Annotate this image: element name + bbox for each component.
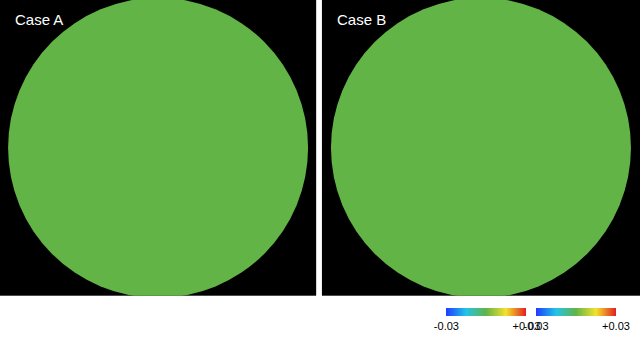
svg-text:+0.03: +0.03 [602, 320, 630, 332]
svg-text:Case A: Case A [15, 11, 63, 28]
svg-text:Case B: Case B [337, 11, 386, 28]
svg-text:-0.03: -0.03 [523, 320, 548, 332]
svg-text:+0.03: +0.03 [512, 320, 540, 332]
svg-text:-0.03: -0.03 [434, 320, 459, 332]
